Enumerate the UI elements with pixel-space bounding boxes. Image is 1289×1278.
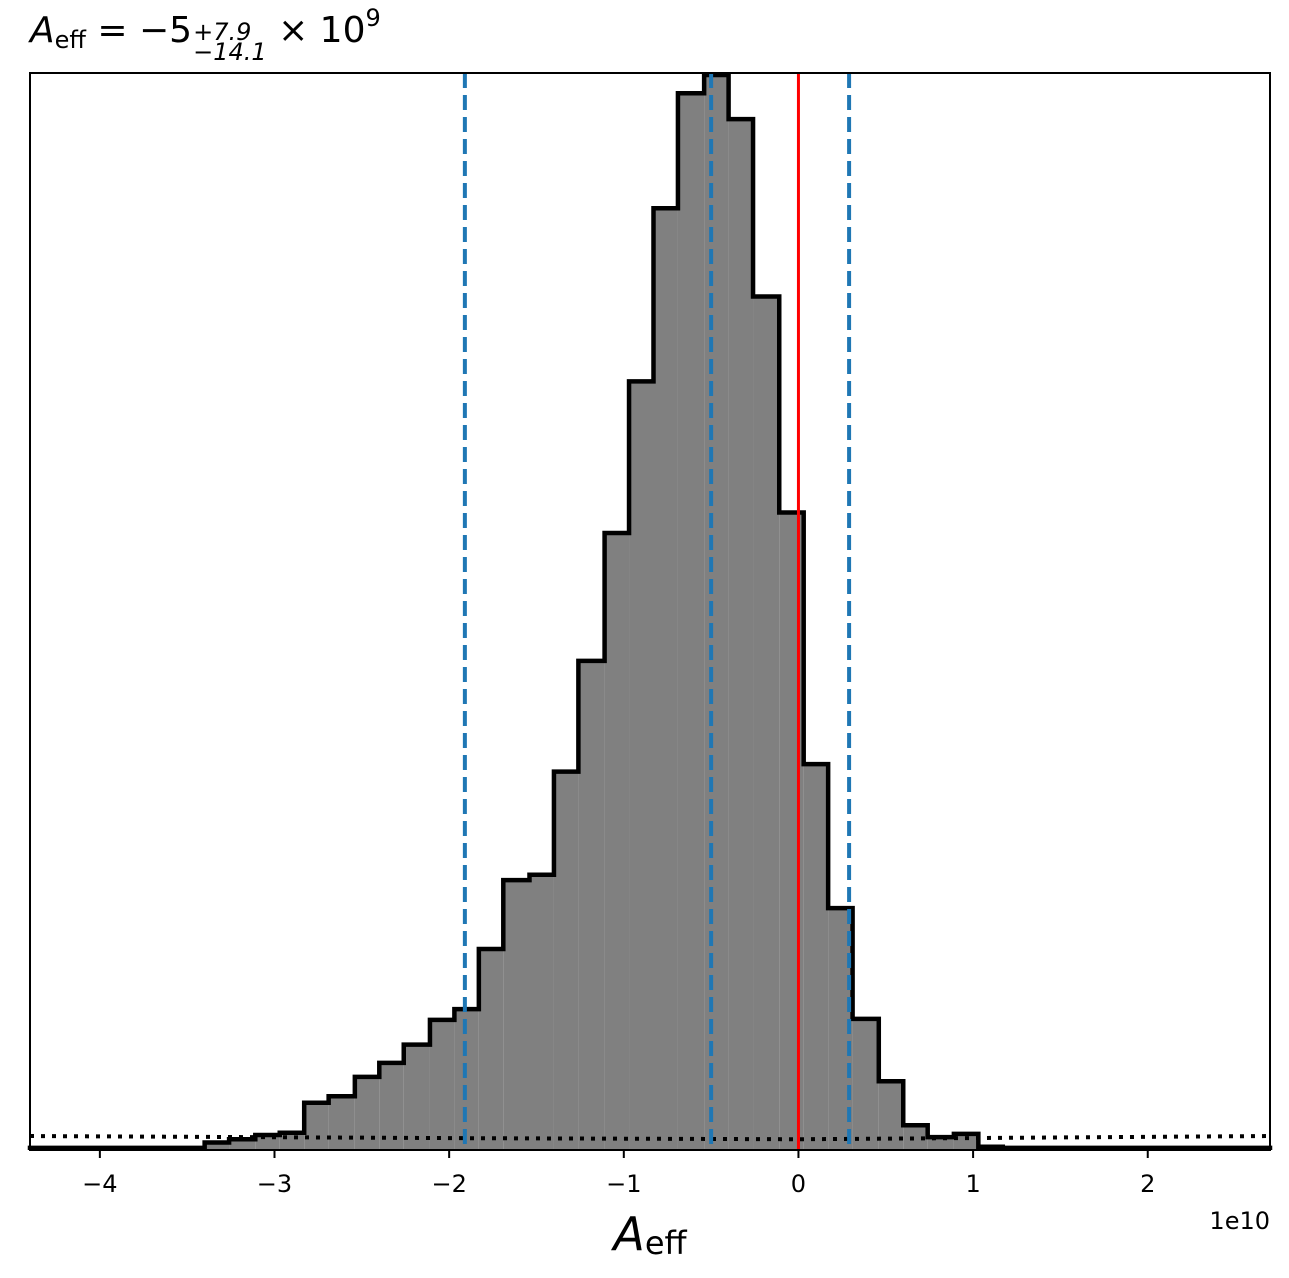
title-symbol: A xyxy=(30,10,55,51)
x-tick-label: 0 xyxy=(791,1170,806,1198)
plot-layer xyxy=(27,72,1273,1151)
histogram-bar xyxy=(229,1139,256,1150)
histogram-bar xyxy=(753,296,780,1150)
title-errors: +7.9 −14.1 xyxy=(193,18,267,66)
title-lower-error: −14.1 xyxy=(193,38,267,66)
chart-title: Aeff = −5 +7.9 −14.1 × 109 xyxy=(30,4,381,66)
x-axis-ticks: −4 −3 −2 −1 0 1 2 xyxy=(82,1150,1155,1198)
x-tick-label: −4 xyxy=(82,1170,117,1198)
x-tick-label: −2 xyxy=(431,1170,466,1198)
histogram-bar xyxy=(852,1018,879,1150)
histogram-bar xyxy=(478,948,504,1150)
histogram-bar xyxy=(927,1137,954,1150)
histogram-bar xyxy=(529,874,554,1150)
histogram-bar xyxy=(429,1019,455,1150)
x-tick-label: −3 xyxy=(257,1170,292,1198)
x-label-subscript: eff xyxy=(645,1224,688,1262)
histogram-bar xyxy=(653,208,678,1151)
histogram-bar xyxy=(503,880,530,1150)
axes-frame xyxy=(29,72,1271,1151)
x-offset-label: 1e10 xyxy=(1209,1207,1270,1235)
histogram-bar xyxy=(379,1062,404,1150)
histogram-bar xyxy=(403,1044,430,1150)
histogram-bar xyxy=(204,1142,230,1150)
title-exponent: 9 xyxy=(365,4,381,32)
x-label-symbol: A xyxy=(610,1207,644,1261)
histogram-bar xyxy=(255,1134,280,1150)
histogram-bar xyxy=(553,771,579,1150)
x-tick-label: 2 xyxy=(1140,1170,1155,1198)
x-tick-label: 1 xyxy=(965,1170,980,1198)
histogram-bar xyxy=(629,381,654,1150)
histogram-bar xyxy=(578,660,605,1150)
histogram-bar xyxy=(728,119,754,1151)
title-value: = −5 xyxy=(85,10,193,51)
x-axis-label: Aeff xyxy=(610,1207,687,1262)
histogram-bar xyxy=(677,93,705,1150)
prior-dotted-line xyxy=(29,1134,1271,1142)
histogram-bar xyxy=(604,532,630,1150)
title-upper-error: +7.9 xyxy=(193,18,252,46)
histogram-bar xyxy=(803,764,829,1150)
histogram-bar xyxy=(779,512,804,1150)
title-subscript: eff xyxy=(54,26,86,54)
histogram-bar xyxy=(704,75,729,1150)
histogram-bar xyxy=(953,1133,979,1150)
title-times: × 10 xyxy=(266,10,366,51)
histogram-bar xyxy=(304,1102,329,1150)
histogram-bar xyxy=(328,1096,355,1150)
x-tick-label: −1 xyxy=(606,1170,641,1198)
histogram-outline xyxy=(27,72,1273,1151)
histogram-bar xyxy=(354,1076,380,1150)
